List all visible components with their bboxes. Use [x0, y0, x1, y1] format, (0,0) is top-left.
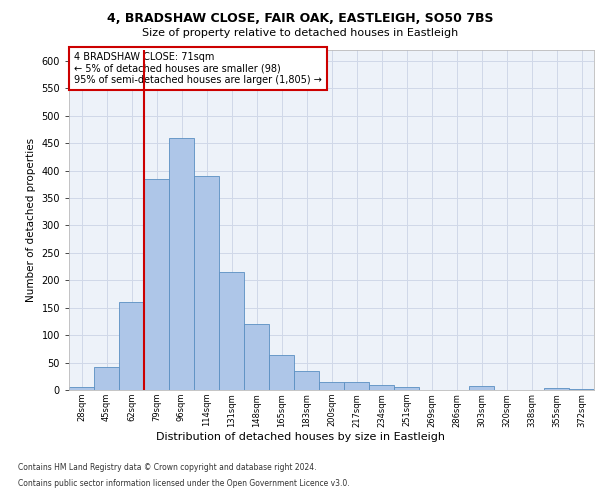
Bar [119, 302, 144, 390]
Bar [144, 179, 169, 390]
Bar [369, 384, 394, 390]
Bar [194, 176, 219, 390]
Bar [344, 382, 369, 390]
Text: Contains HM Land Registry data © Crown copyright and database right 2024.: Contains HM Land Registry data © Crown c… [18, 464, 317, 472]
Bar [394, 386, 419, 390]
Text: Distribution of detached houses by size in Eastleigh: Distribution of detached houses by size … [155, 432, 445, 442]
Text: 4 BRADSHAW CLOSE: 71sqm
← 5% of detached houses are smaller (98)
95% of semi-det: 4 BRADSHAW CLOSE: 71sqm ← 5% of detached… [74, 52, 322, 85]
Y-axis label: Number of detached properties: Number of detached properties [26, 138, 36, 302]
Bar [269, 356, 294, 390]
Bar [469, 386, 494, 390]
Text: Size of property relative to detached houses in Eastleigh: Size of property relative to detached ho… [142, 28, 458, 38]
Text: Contains public sector information licensed under the Open Government Licence v3: Contains public sector information licen… [18, 478, 350, 488]
Text: 4, BRADSHAW CLOSE, FAIR OAK, EASTLEIGH, SO50 7BS: 4, BRADSHAW CLOSE, FAIR OAK, EASTLEIGH, … [107, 12, 493, 26]
Bar [94, 367, 119, 390]
Bar [219, 272, 244, 390]
Bar [69, 388, 94, 390]
Bar [169, 138, 194, 390]
Bar [319, 382, 344, 390]
Bar [544, 388, 569, 390]
Bar [294, 371, 319, 390]
Bar [244, 324, 269, 390]
